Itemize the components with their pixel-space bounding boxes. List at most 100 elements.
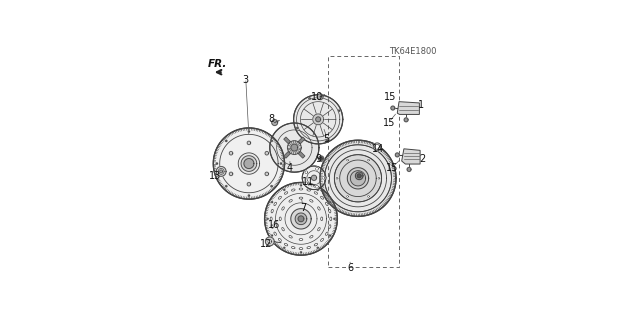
Polygon shape: [220, 170, 223, 173]
Polygon shape: [264, 182, 337, 255]
Polygon shape: [336, 177, 338, 179]
Polygon shape: [225, 186, 227, 187]
Polygon shape: [300, 252, 301, 253]
Polygon shape: [373, 143, 381, 151]
Polygon shape: [291, 209, 311, 229]
Ellipse shape: [289, 235, 292, 238]
Polygon shape: [350, 171, 365, 186]
Ellipse shape: [289, 200, 292, 202]
Text: 3: 3: [243, 75, 249, 85]
Ellipse shape: [278, 238, 282, 241]
Ellipse shape: [282, 227, 284, 231]
Ellipse shape: [317, 207, 320, 210]
Ellipse shape: [299, 188, 303, 190]
Text: 1: 1: [419, 100, 424, 110]
Polygon shape: [267, 218, 268, 219]
Polygon shape: [272, 120, 278, 125]
Ellipse shape: [310, 200, 313, 202]
Ellipse shape: [329, 209, 331, 213]
Ellipse shape: [299, 197, 303, 199]
Text: 2: 2: [419, 154, 426, 164]
Text: 15: 15: [383, 92, 396, 102]
Polygon shape: [298, 216, 304, 222]
Polygon shape: [305, 182, 308, 185]
Polygon shape: [265, 152, 269, 155]
Ellipse shape: [271, 209, 273, 213]
Polygon shape: [317, 189, 318, 190]
Polygon shape: [316, 117, 321, 122]
Ellipse shape: [284, 192, 288, 194]
Text: 14: 14: [372, 144, 385, 154]
Polygon shape: [271, 201, 273, 203]
Polygon shape: [367, 196, 369, 197]
Text: 15: 15: [383, 118, 395, 128]
Ellipse shape: [307, 247, 310, 249]
Ellipse shape: [330, 217, 332, 221]
Polygon shape: [271, 186, 272, 187]
Text: 10: 10: [311, 92, 323, 102]
Text: TK64E1800: TK64E1800: [389, 47, 436, 56]
Ellipse shape: [278, 196, 282, 199]
Polygon shape: [317, 94, 323, 100]
Ellipse shape: [279, 217, 281, 221]
Polygon shape: [248, 195, 250, 196]
Text: FR.: FR.: [208, 59, 227, 69]
Polygon shape: [320, 140, 396, 216]
Ellipse shape: [274, 202, 276, 205]
Ellipse shape: [314, 243, 317, 246]
Text: 16: 16: [268, 220, 280, 230]
Polygon shape: [378, 177, 380, 179]
Polygon shape: [287, 141, 301, 154]
Polygon shape: [270, 123, 319, 172]
Polygon shape: [238, 153, 260, 174]
Polygon shape: [229, 172, 233, 176]
Ellipse shape: [270, 217, 272, 221]
Polygon shape: [284, 247, 285, 249]
Polygon shape: [265, 172, 269, 176]
Ellipse shape: [284, 243, 288, 246]
Polygon shape: [346, 159, 348, 161]
Polygon shape: [247, 182, 251, 186]
Polygon shape: [330, 235, 331, 236]
Polygon shape: [248, 131, 250, 132]
Polygon shape: [244, 159, 254, 168]
Polygon shape: [305, 171, 308, 174]
Polygon shape: [317, 247, 318, 249]
Polygon shape: [396, 153, 399, 157]
Ellipse shape: [291, 247, 295, 249]
Polygon shape: [319, 156, 324, 161]
Polygon shape: [397, 102, 419, 115]
Text: 4: 4: [287, 163, 293, 174]
Polygon shape: [296, 127, 298, 129]
Ellipse shape: [329, 225, 331, 228]
Text: 13: 13: [209, 171, 221, 181]
Polygon shape: [391, 106, 395, 110]
Text: 11: 11: [302, 177, 314, 187]
Polygon shape: [322, 176, 325, 179]
Text: 12: 12: [260, 239, 272, 249]
Polygon shape: [284, 189, 285, 190]
Polygon shape: [404, 118, 408, 122]
Polygon shape: [313, 114, 324, 125]
Ellipse shape: [321, 196, 324, 199]
Polygon shape: [216, 167, 226, 176]
Ellipse shape: [310, 235, 313, 238]
Polygon shape: [280, 163, 282, 164]
Polygon shape: [407, 167, 411, 171]
Polygon shape: [218, 168, 224, 174]
Polygon shape: [326, 139, 328, 141]
Polygon shape: [355, 172, 363, 180]
Polygon shape: [324, 145, 392, 212]
Polygon shape: [357, 174, 361, 178]
Polygon shape: [247, 141, 251, 145]
Polygon shape: [266, 237, 274, 246]
Polygon shape: [367, 159, 369, 161]
Polygon shape: [216, 163, 218, 164]
Polygon shape: [213, 128, 285, 199]
Polygon shape: [334, 155, 381, 202]
Text: 15: 15: [386, 163, 398, 174]
FancyBboxPatch shape: [284, 137, 291, 144]
Polygon shape: [402, 149, 420, 164]
FancyBboxPatch shape: [298, 152, 305, 158]
Polygon shape: [308, 98, 310, 99]
